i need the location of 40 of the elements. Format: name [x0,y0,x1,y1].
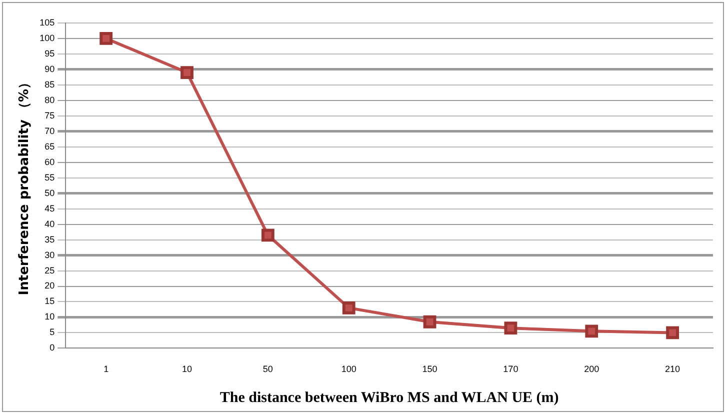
point [585,324,598,338]
point [180,66,194,80]
y-tick-label: 55 [44,172,55,182]
y-tick-label: 10 [44,312,55,322]
y-tick-label: 40 [44,218,55,229]
y-tick-label: 35 [44,234,55,244]
x-tick-label: 100 [341,364,356,374]
y-tick-label: 60 [44,156,55,167]
y-tick-label: 70 [44,126,55,136]
x-axis-title: The distance between WiBro MS and WLAN UE (m) [220,390,559,406]
x-tick-label: 200 [584,364,600,374]
x-tick-label: 50 [262,364,273,374]
y-tick-label: 15 [44,296,55,306]
y-tick-label: 30 [44,250,55,260]
point [261,228,274,242]
y-tick-label: 95 [44,48,55,58]
y-tick-label: 20 [44,280,55,291]
x-tick-label: 10 [182,364,192,374]
y-tick-label: 50 [44,188,55,198]
y-tick-label: 25 [44,265,55,276]
y-tick-label: 5 [50,327,55,338]
y-tick-label: 85 [44,79,55,90]
y-tick-label: 90 [44,64,55,74]
y-tick-label: 0 [50,342,55,353]
x-tick-label: 1 [104,364,109,374]
y-tick-label: 45 [44,203,55,214]
x-tick-label: 210 [665,364,680,374]
y-tick-label: 80 [44,94,55,105]
point [504,322,518,335]
x-tick-label: 150 [422,364,438,374]
x-tick-label: 170 [503,364,518,374]
y-tick-label: 100 [40,32,55,43]
point [100,32,113,45]
y-axis-title: Interference probability （%） [17,76,32,296]
point [423,315,436,328]
point [666,326,679,340]
y-tick-label: 65 [44,141,55,152]
point [342,301,356,314]
y-tick-label: 105 [40,17,55,28]
y-tick-label: 75 [44,110,55,120]
